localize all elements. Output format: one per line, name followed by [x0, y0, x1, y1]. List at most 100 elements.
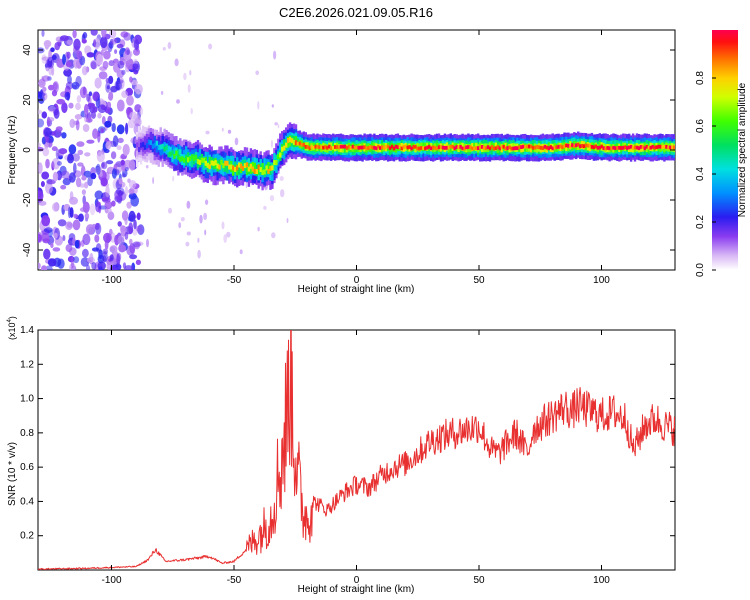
noise-blob [132, 228, 138, 236]
ridge-cell [171, 150, 174, 156]
noise-blob [124, 167, 129, 172]
ridge-cell [208, 164, 211, 170]
ridge-cell [377, 144, 380, 149]
ridge-cell [153, 136, 156, 148]
noise-blob [47, 258, 57, 267]
ridge-cell [241, 160, 245, 171]
noise-blob [116, 253, 121, 266]
ridge-cell [457, 145, 460, 150]
noise-blob [65, 221, 73, 231]
ridge-cell [165, 145, 168, 151]
noise-blob [185, 241, 190, 247]
ridge-cell [228, 164, 231, 170]
ridge-cell [255, 169, 258, 174]
ridge-cell [551, 146, 554, 151]
noise-blob [93, 39, 97, 48]
noise-blob [72, 30, 77, 39]
ridge-cell [312, 146, 315, 150]
ridge-cell [337, 145, 341, 150]
ridge-cell [420, 146, 423, 150]
noise-blob [45, 158, 50, 169]
ridge-cell [426, 145, 429, 150]
colorbar-tick-label: 0.4 [695, 167, 706, 181]
ridge-cell [657, 144, 660, 149]
ridge-cell [298, 141, 302, 146]
noise-blob [75, 75, 82, 87]
ridge-cell [604, 146, 607, 151]
ridge-cell [204, 160, 207, 166]
y-multiplier-label: (x104) [7, 316, 17, 340]
noise-blob [75, 177, 82, 188]
noise-blob [60, 35, 69, 41]
noise-blob [111, 38, 118, 45]
x-tick-label: 0 [354, 575, 360, 586]
noise-blob [73, 213, 78, 219]
ridge-cell [486, 145, 490, 149]
ridge-cell [433, 146, 437, 150]
bottom-y-axis-label: SNR (10 * v/v) [7, 442, 18, 506]
ridge-cell [304, 145, 307, 149]
noise-blob [52, 171, 59, 182]
noise-blob [106, 160, 114, 165]
noise-blob [279, 176, 284, 181]
ridge-cell [490, 144, 494, 149]
x-tick-label: 0 [354, 275, 360, 286]
ridge-cell [600, 144, 603, 149]
ridge-cell [549, 145, 552, 149]
ridge-cell [330, 146, 333, 150]
ridge-cell [526, 144, 529, 149]
noise-blob [38, 142, 41, 148]
noise-blob [136, 212, 141, 221]
ridge-cell [651, 144, 654, 149]
ridge-cell [136, 142, 139, 148]
x-tick-label: 50 [473, 275, 485, 286]
noise-blob [104, 200, 113, 210]
noise-blob [68, 144, 77, 155]
ridge-cell [343, 144, 347, 153]
chart-title: C2E6.2026.021.09.05.R16 [279, 5, 433, 20]
ridge-cell [388, 146, 392, 150]
noise-blob [118, 244, 126, 253]
noise-blob [128, 210, 136, 222]
snr-series-line [38, 330, 675, 570]
noise-blob [104, 207, 109, 214]
ridge-cell [386, 144, 390, 149]
noise-blob [128, 192, 137, 200]
noise-blob [62, 54, 66, 65]
ridge-cell [224, 160, 227, 172]
ridge-cell [432, 145, 435, 150]
noise-blob [41, 30, 45, 37]
ridge-cell [518, 145, 521, 150]
ridge-cell [273, 160, 276, 166]
ridge-cell [345, 146, 349, 150]
noise-blob [112, 135, 119, 147]
noise-blob [95, 163, 101, 176]
ridge-cell [271, 165, 274, 171]
ridge-cell [543, 144, 547, 149]
noise-blob [90, 172, 97, 180]
noise-blob [84, 212, 90, 220]
ridge-cell [569, 144, 572, 149]
top-y-axis-label: Frequency (Hz) [7, 116, 18, 185]
noise-blob [82, 32, 88, 39]
noise-blob [111, 122, 116, 133]
y-tick-label: 0.6 [20, 462, 34, 473]
noise-blob [132, 241, 141, 248]
noise-blob [208, 43, 213, 50]
ridge-cell [363, 145, 366, 150]
ridge-cell [286, 138, 290, 143]
ridge-cell [155, 141, 158, 153]
ridge-cell [361, 145, 364, 150]
ridge-cell [602, 146, 605, 150]
noise-blob [270, 139, 273, 148]
ridge-cell [277, 154, 280, 160]
noise-blob [95, 222, 102, 235]
ridge-cell [400, 146, 403, 151]
noise-blob [109, 265, 118, 270]
ridge-cell [492, 146, 496, 151]
ridge-cell [673, 145, 675, 150]
x-tick-label: 100 [593, 575, 610, 586]
noise-blob [221, 127, 224, 132]
noise-blob [53, 108, 60, 119]
noise-blob [109, 228, 113, 235]
